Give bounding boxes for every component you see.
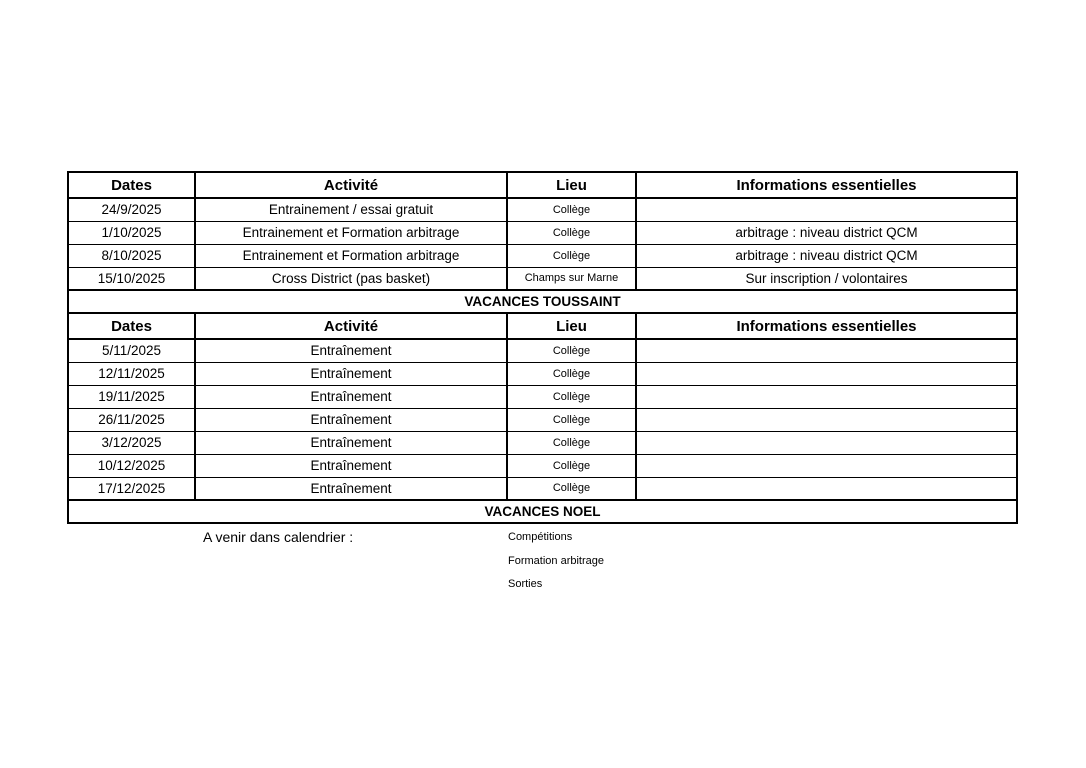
activity-cell: Entraînement	[194, 384, 508, 409]
table-row: 10/12/2025 Entraînement Collège	[67, 453, 1018, 478]
section-banner-row: VACANCES NOEL	[67, 499, 1018, 524]
location-cell: Collège	[506, 197, 637, 222]
info-cell: Sur inscription / volontaires	[635, 266, 1018, 291]
location-cell: Collège	[506, 338, 637, 363]
date-cell: 10/12/2025	[67, 453, 196, 478]
table-row: 8/10/2025 Entrainement et Formation arbi…	[67, 243, 1018, 268]
date-cell: 24/9/2025	[67, 197, 196, 222]
table-row: 1/10/2025 Entrainement et Formation arbi…	[67, 220, 1018, 245]
date-cell: 1/10/2025	[67, 220, 196, 245]
location-cell: Collège	[506, 407, 637, 432]
activity-cell: Cross District (pas basket)	[194, 266, 508, 291]
location-cell: Collège	[506, 361, 637, 386]
activity-cell: Entraînement	[194, 476, 508, 501]
info-cell	[635, 384, 1018, 409]
info-cell	[635, 476, 1018, 501]
date-cell: 17/12/2025	[67, 476, 196, 501]
activity-cell: Entrainement et Formation arbitrage	[194, 243, 508, 268]
table-header-row: Dates Activité Lieu Informations essenti…	[67, 312, 1018, 340]
table-header-row: Dates Activité Lieu Informations essenti…	[67, 171, 1018, 199]
date-cell: 8/10/2025	[67, 243, 196, 268]
column-header-activity: Activité	[194, 171, 508, 199]
section-banner-row: VACANCES TOUSSAINT	[67, 289, 1018, 314]
table-row: 15/10/2025 Cross District (pas basket) C…	[67, 266, 1018, 291]
column-header-activity: Activité	[194, 312, 508, 340]
column-header-info: Informations essentielles	[635, 171, 1018, 199]
activity-cell: Entraînement	[194, 407, 508, 432]
activity-cell: Entraînement	[194, 453, 508, 478]
table-row: 5/11/2025 Entraînement Collège	[67, 338, 1018, 363]
table-row: 17/12/2025 Entraînement Collège	[67, 476, 1018, 501]
location-cell: Collège	[506, 430, 637, 455]
location-cell: Collège	[506, 453, 637, 478]
info-cell	[635, 361, 1018, 386]
info-cell: arbitrage : niveau district QCM	[635, 243, 1018, 268]
table-row: 19/11/2025 Entraînement Collège	[67, 384, 1018, 409]
info-cell	[635, 197, 1018, 222]
date-cell: 5/11/2025	[67, 338, 196, 363]
date-cell: 26/11/2025	[67, 407, 196, 432]
location-cell: Collège	[506, 243, 637, 268]
column-header-dates: Dates	[67, 171, 196, 199]
location-cell: Collège	[506, 220, 637, 245]
location-cell: Collège	[506, 384, 637, 409]
info-cell	[635, 453, 1018, 478]
section-banner-toussaint: VACANCES TOUSSAINT	[67, 289, 1018, 314]
date-cell: 15/10/2025	[67, 266, 196, 291]
date-cell: 3/12/2025	[67, 430, 196, 455]
section-banner-noel: VACANCES NOEL	[67, 499, 1018, 524]
table-row: 3/12/2025 Entraînement Collège	[67, 430, 1018, 455]
info-cell	[635, 430, 1018, 455]
upcoming-calendar-list: Compétitions Formation arbitrage Sorties	[508, 530, 604, 601]
upcoming-calendar-label: A venir dans calendrier :	[203, 529, 354, 545]
info-cell	[635, 338, 1018, 363]
table-row: 26/11/2025 Entraînement Collège	[67, 407, 1018, 432]
column-header-lieu: Lieu	[506, 312, 637, 340]
column-header-lieu: Lieu	[506, 171, 637, 199]
activity-cell: Entraînement	[194, 361, 508, 386]
activity-cell: Entraînement	[194, 430, 508, 455]
date-cell: 12/11/2025	[67, 361, 196, 386]
location-cell: Collège	[506, 476, 637, 501]
column-header-info: Informations essentielles	[635, 312, 1018, 340]
schedule-table-container: Dates Activité Lieu Informations essenti…	[67, 171, 1018, 524]
date-cell: 19/11/2025	[67, 384, 196, 409]
activity-cell: Entrainement et Formation arbitrage	[194, 220, 508, 245]
schedule-table: Dates Activité Lieu Informations essenti…	[67, 171, 1018, 524]
column-header-dates: Dates	[67, 312, 196, 340]
table-row: 12/11/2025 Entraînement Collège	[67, 361, 1018, 386]
activity-cell: Entrainement / essai gratuit	[194, 197, 508, 222]
table-row: 24/9/2025 Entrainement / essai gratuit C…	[67, 197, 1018, 222]
info-cell	[635, 407, 1018, 432]
list-item: Compétitions	[508, 531, 573, 543]
list-item: Formation arbitrage	[508, 554, 604, 567]
activity-cell: Entraînement	[194, 338, 508, 363]
location-cell: Champs sur Marne	[506, 266, 637, 291]
list-item: Sorties	[508, 578, 543, 590]
info-cell: arbitrage : niveau district QCM	[635, 220, 1018, 245]
